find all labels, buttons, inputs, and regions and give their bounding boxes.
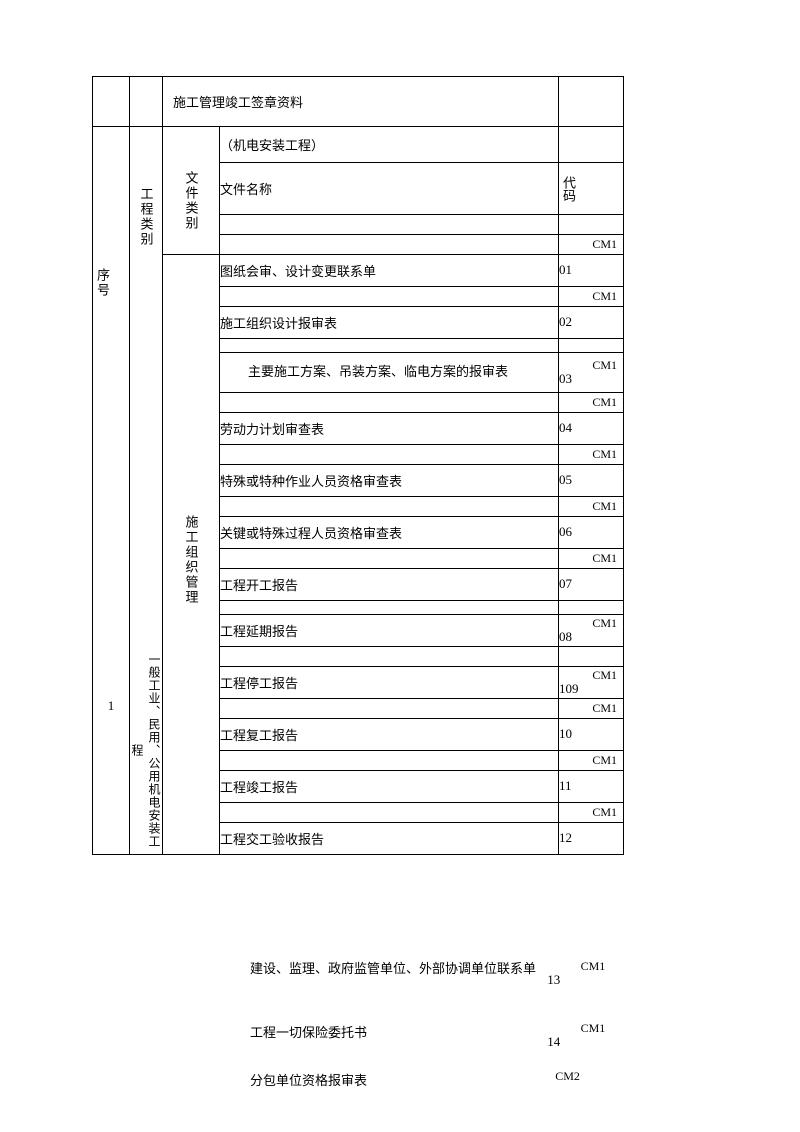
table-row: 施工组织管理 图纸会审、设计变更联系单 01 — [93, 255, 624, 287]
item-name: 工程一切保险委托书 — [250, 1025, 367, 1040]
item-name: 劳动力计划审查表 — [220, 413, 559, 445]
item-name: 关键或特殊过程人员资格审查表 — [220, 517, 559, 549]
item-name: 建设、监理、政府监管单位、外部协调单位联系单 — [250, 961, 536, 976]
table-row: 施工管理竣工签章资料 — [93, 77, 624, 127]
item-name: 图纸会审、设计变更联系单 — [220, 255, 559, 287]
subcat-value: 施工组织管理 — [182, 515, 201, 605]
item-name: 工程停工报告 — [220, 667, 559, 699]
seq-header: 序号 — [93, 268, 112, 298]
seq-value: 1 — [93, 698, 129, 714]
item-name: 工程交工验收报告 — [220, 823, 559, 855]
code-header: 代码 — [559, 176, 578, 202]
subtitle: （机电安装工程） — [220, 127, 559, 163]
document-page: 施工管理竣工签章资料 序号 1 工程类别 一般工业、民用、公用机电安装工程 文件… — [0, 0, 800, 1132]
table-title: 施工管理竣工签章资料 — [163, 77, 559, 127]
name-header: 文件名称 — [220, 163, 559, 215]
item-name: 工程竣工报告 — [220, 771, 559, 803]
category-header: 工程类别 — [137, 187, 156, 247]
item-name: 工程延期报告 — [220, 615, 559, 647]
item-name: 施工组织设计报审表 — [220, 307, 559, 339]
bottom-row: 建设、监理、政府监管单位、外部协调单位联系单 CM113 — [224, 960, 611, 987]
item-name: 分包单位资格报审表 — [250, 1073, 367, 1088]
item-name: 工程开工报告 — [220, 569, 559, 601]
table-row: 序号 1 工程类别 一般工业、民用、公用机电安装工程 文件类别 （机电安装工程） — [93, 127, 624, 163]
bottom-row: 工程一切保险委托书 CM114 — [224, 1022, 611, 1049]
main-table: 施工管理竣工签章资料 序号 1 工程类别 一般工业、民用、公用机电安装工程 文件… — [92, 76, 624, 855]
category-value: 一般工业、民用、公用机电安装工程 — [129, 647, 163, 854]
item-name: 工程复工报告 — [220, 719, 559, 751]
item-name: 主要施工方案、吊装方案、临电方案的报审表 — [220, 353, 559, 393]
subcat-header: 文件类别 — [182, 171, 201, 231]
bottom-row: 分包单位资格报审表 CM2 — [224, 1070, 611, 1089]
item-name: 特殊或特种作业人员资格审查表 — [220, 465, 559, 497]
